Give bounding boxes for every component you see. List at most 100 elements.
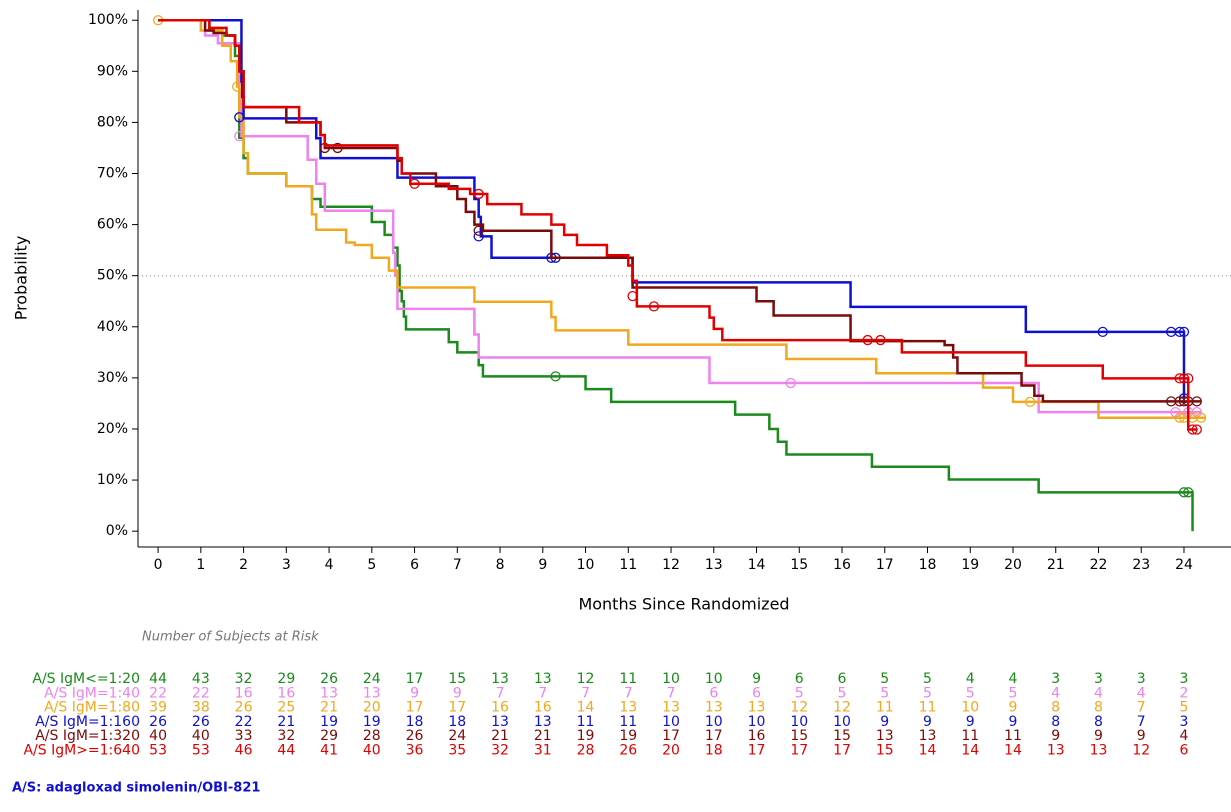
risk-count: 16: [534, 700, 552, 716]
risk-count: 8: [1051, 714, 1060, 730]
risk-count: 21: [320, 700, 338, 716]
risk-count: 44: [277, 743, 295, 759]
x-tick-label: 14: [748, 557, 766, 573]
censor-mark: [1178, 373, 1190, 384]
risk-count: 38: [192, 700, 210, 716]
risk-count: 2: [1180, 685, 1189, 701]
risk-count: 16: [748, 728, 766, 744]
risk-count: 18: [448, 714, 466, 730]
risk-count: 13: [534, 671, 552, 687]
risk-count: 19: [320, 714, 338, 730]
risk-count: 20: [363, 700, 381, 716]
risk-count: 6: [1180, 743, 1189, 759]
y-tick-label: 40%: [97, 319, 128, 335]
risk-count: 9: [1051, 728, 1060, 744]
risk-count: 26: [619, 743, 637, 759]
risk-count: 14: [961, 743, 979, 759]
censor-mark: [234, 112, 245, 123]
censor-mark: [473, 225, 484, 236]
x-tick-label: 0: [154, 557, 163, 573]
survival-curve: [158, 18, 1202, 414]
risk-count: 3: [1051, 671, 1060, 687]
risk-count: 10: [662, 714, 680, 730]
risk-count: 12: [577, 671, 595, 687]
x-tick-label: 15: [790, 557, 808, 573]
risk-count: 26: [149, 714, 167, 730]
risk-count: 9: [1094, 728, 1103, 744]
risk-count: 31: [534, 743, 552, 759]
risk-count: 17: [833, 743, 851, 759]
x-tick-label: 19: [961, 557, 979, 573]
risk-count: 6: [795, 671, 804, 687]
risk-count: 10: [748, 714, 766, 730]
risk-count: 4: [1051, 685, 1060, 701]
risk-count: 13: [876, 728, 894, 744]
censor-mark: [1097, 326, 1108, 338]
censor-mark: [1191, 396, 1202, 407]
footnote: A/S: adagloxad simolenin/OBI-821: [12, 781, 260, 796]
risk-count: 5: [1009, 685, 1018, 701]
x-tick-label: 1: [196, 557, 205, 573]
risk-count: 12: [833, 700, 851, 716]
censor-mark: [409, 178, 420, 189]
x-tick-label: 17: [876, 557, 894, 573]
risk-count: 24: [448, 728, 466, 744]
risk-count: 14: [1004, 743, 1022, 759]
x-tick-label: 6: [410, 557, 419, 573]
risk-count: 29: [320, 728, 338, 744]
risk-count: 9: [453, 685, 462, 701]
risk-count: 43: [192, 671, 210, 687]
risk-count: 44: [149, 671, 167, 687]
risk-count: 17: [790, 743, 808, 759]
risk-count: 32: [277, 728, 295, 744]
risk-count: 17: [406, 700, 424, 716]
risk-count: 10: [705, 714, 723, 730]
risk-count: 17: [448, 700, 466, 716]
risk-count: 11: [961, 728, 979, 744]
risk-title: Number of Subjects at Risk: [142, 630, 319, 645]
censor-mark: [473, 231, 484, 242]
risk-count: 6: [752, 685, 761, 701]
y-tick-label: 60%: [97, 217, 128, 233]
risk-count: 5: [795, 685, 804, 701]
censor-mark: [1178, 487, 1190, 498]
risk-count: 17: [662, 728, 680, 744]
x-tick-label: 7: [453, 557, 462, 573]
y-tick-label: 70%: [97, 166, 128, 182]
risk-count: 53: [149, 743, 167, 759]
censor-mark: [1191, 424, 1202, 435]
risk-count: 13: [534, 714, 552, 730]
x-tick-label: 10: [577, 557, 595, 573]
censor-mark: [1183, 373, 1194, 384]
censor-mark: [332, 142, 343, 154]
risk-count: 13: [1047, 743, 1065, 759]
risk-count: 29: [277, 671, 295, 687]
risk-count: 22: [235, 714, 253, 730]
y-tick-label: 80%: [97, 114, 128, 130]
risk-count: 3: [1180, 714, 1189, 730]
risk-count: 46: [235, 743, 253, 759]
risk-count: 40: [149, 728, 167, 744]
risk-row-label: A/S IgM<=1:20: [32, 671, 140, 687]
risk-count: 28: [363, 728, 381, 744]
risk-count: 17: [705, 728, 723, 744]
censor-mark: [1178, 326, 1190, 338]
risk-count: 26: [235, 700, 253, 716]
risk-count: 11: [1004, 728, 1022, 744]
x-tick-label: 21: [1047, 557, 1065, 573]
risk-count: 3: [1094, 671, 1103, 687]
risk-count: 12: [790, 700, 808, 716]
risk-count: 14: [577, 700, 595, 716]
risk-count: 26: [320, 671, 338, 687]
risk-count: 10: [961, 700, 979, 716]
risk-count: 14: [919, 743, 937, 759]
risk-count: 5: [838, 685, 847, 701]
risk-count: 11: [919, 700, 937, 716]
x-tick-label: 16: [833, 557, 851, 573]
risk-count: 11: [577, 714, 595, 730]
risk-count: 9: [923, 714, 932, 730]
risk-count: 7: [667, 685, 676, 701]
risk-count: 10: [833, 714, 851, 730]
risk-count: 32: [491, 743, 509, 759]
risk-count: 24: [363, 671, 381, 687]
